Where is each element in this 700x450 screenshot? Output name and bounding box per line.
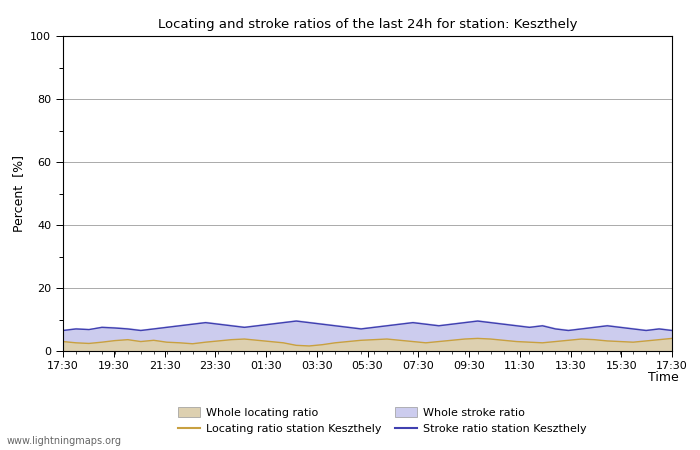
Text: www.lightningmaps.org: www.lightningmaps.org	[7, 436, 122, 446]
Legend: Whole locating ratio, Locating ratio station Keszthely, Whole stroke ratio, Stro: Whole locating ratio, Locating ratio sta…	[178, 407, 586, 434]
Title: Locating and stroke ratios of the last 24h for station: Keszthely: Locating and stroke ratios of the last 2…	[158, 18, 578, 31]
Y-axis label: Percent  [%]: Percent [%]	[12, 155, 24, 232]
Text: Time: Time	[648, 371, 679, 384]
